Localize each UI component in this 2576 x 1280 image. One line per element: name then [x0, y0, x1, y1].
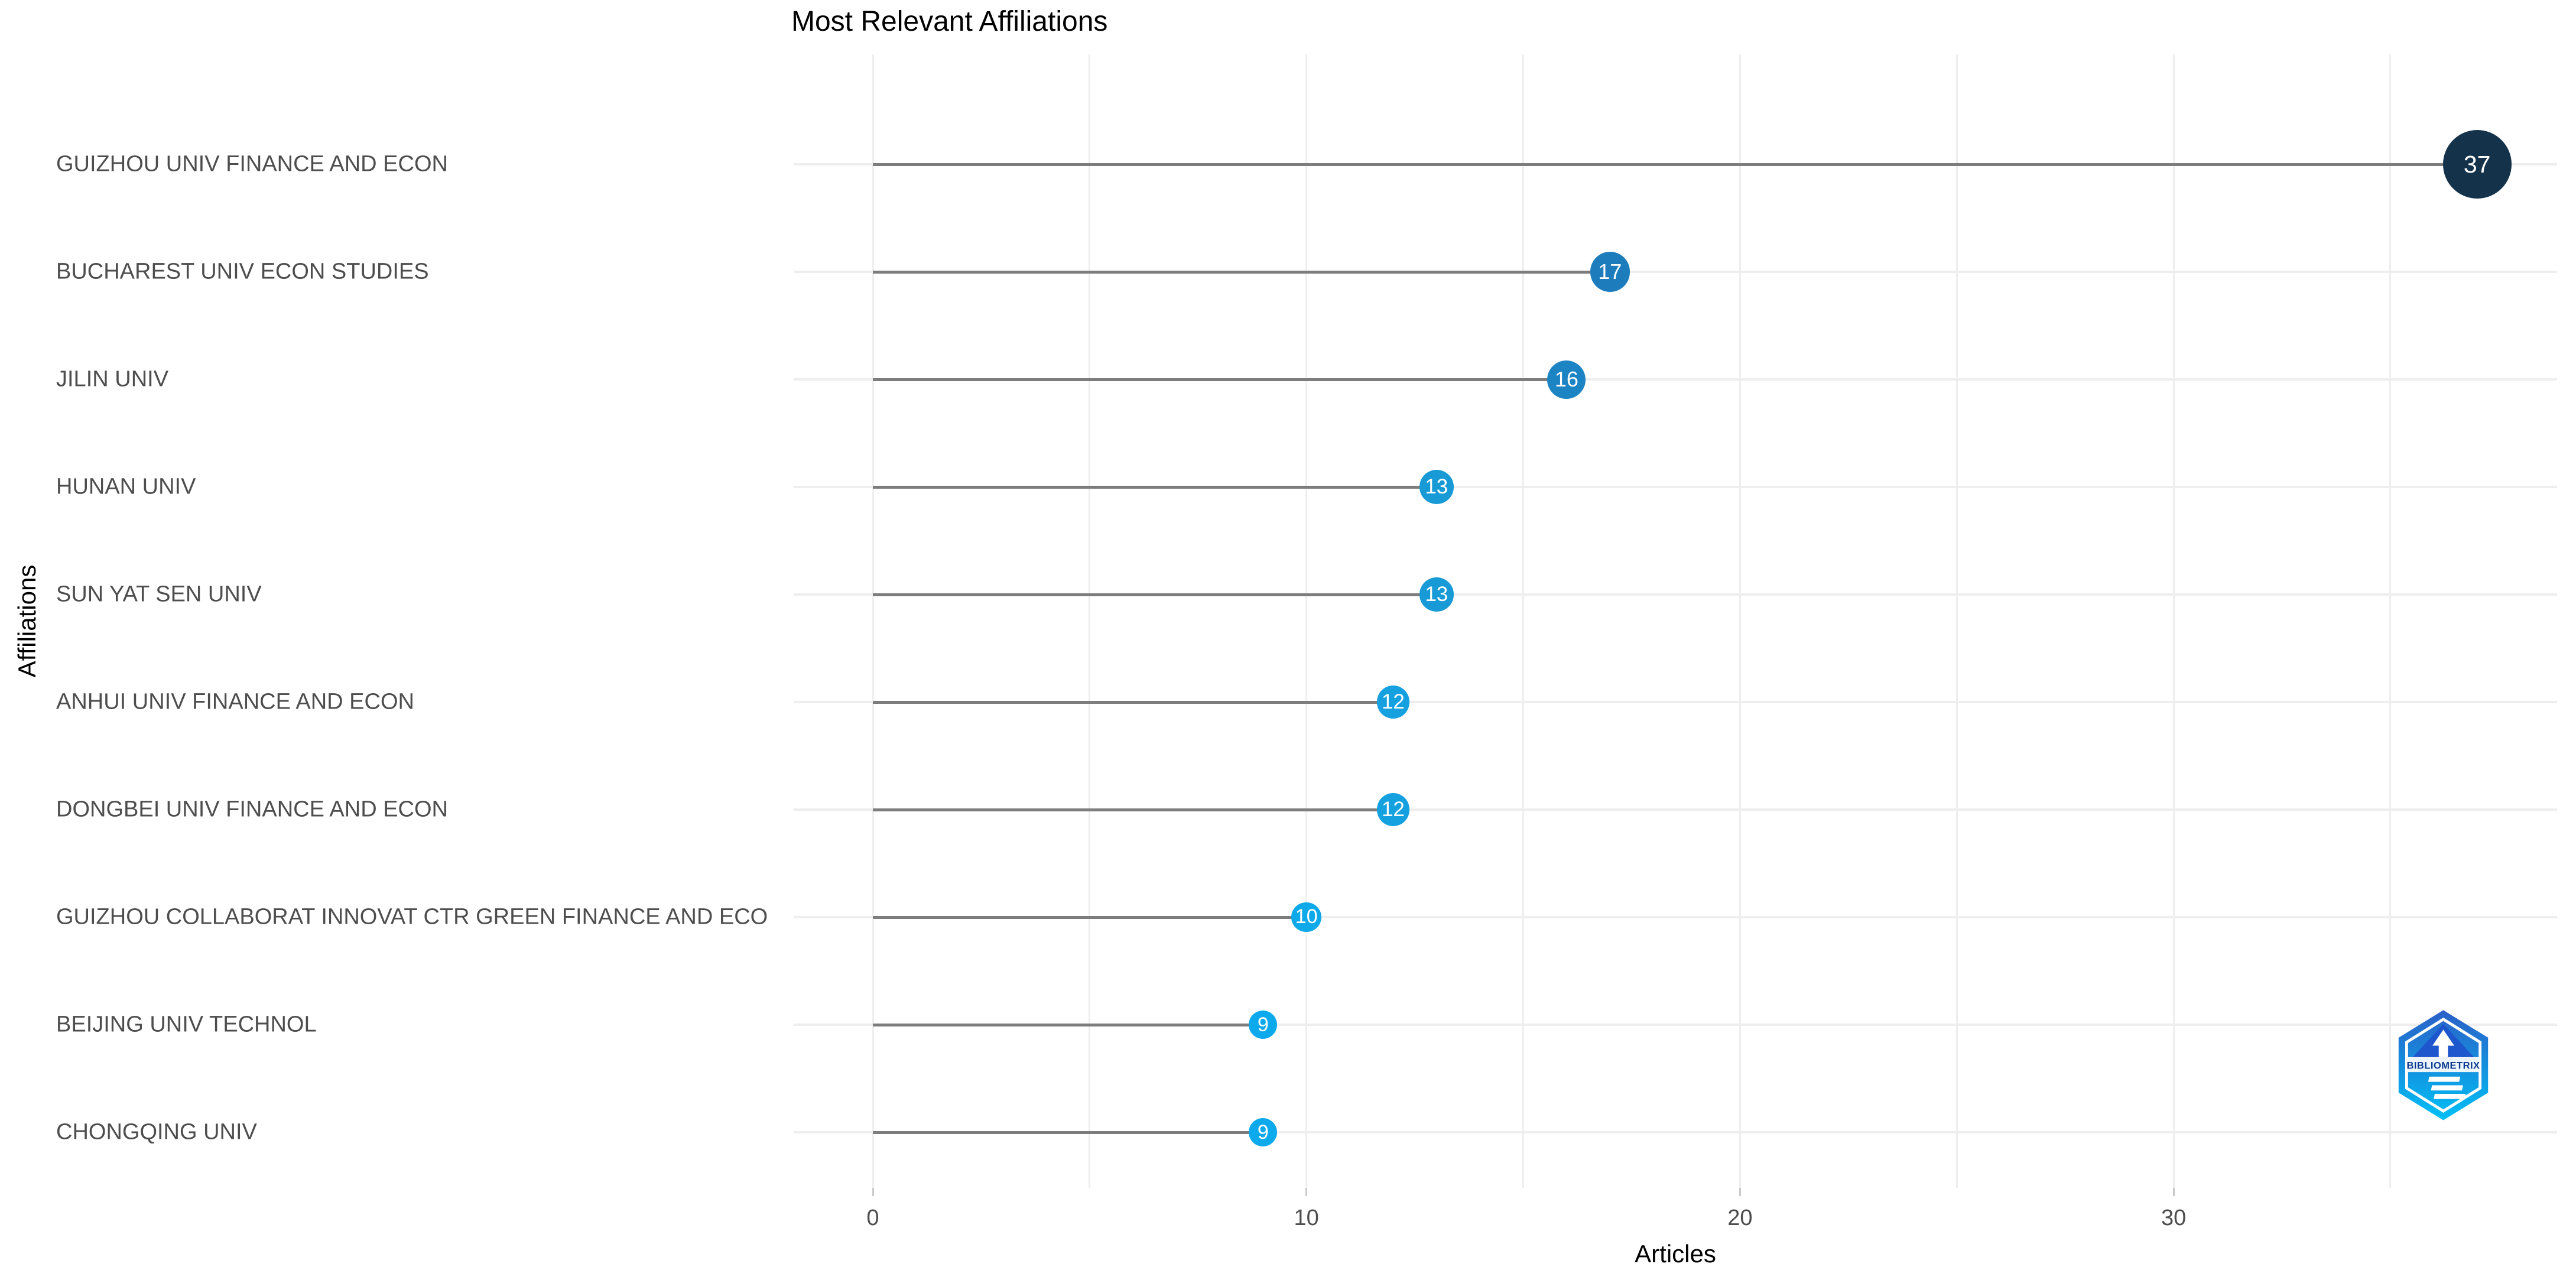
x-tick-mark	[1739, 1188, 1741, 1196]
x-tick-mark	[1305, 1188, 1308, 1196]
y-gridline	[794, 1024, 2557, 1026]
y-axis-label: GUIZHOU UNIV FINANCE AND ECON	[56, 151, 448, 177]
data-point-dot[interactable]: 9	[1249, 1011, 1278, 1039]
y-axis-label: HUNAN UNIV	[56, 474, 196, 499]
y-gridline	[794, 808, 2557, 811]
bibliometrix-logo: BIBLIOMETRIX	[2398, 1010, 2489, 1120]
x-tick-mark	[2172, 1188, 2175, 1196]
x-gridline	[2172, 54, 2175, 1188]
logo-stairs-icon	[2428, 1076, 2466, 1099]
lollipop-stem	[873, 485, 1437, 489]
x-tick-label: 0	[866, 1206, 879, 1230]
data-point-dot[interactable]: 12	[1376, 686, 1410, 719]
data-point-dot[interactable]: 12	[1376, 793, 1410, 826]
y-gridline	[794, 701, 2557, 703]
y-axis-label: CHONGQING UNIV	[56, 1119, 257, 1145]
x-gridline	[1955, 54, 1958, 1188]
y-axis-label: BEIJING UNIV TECHNOL	[56, 1012, 317, 1037]
x-gridline	[872, 54, 874, 1188]
data-point-dot[interactable]: 37	[2442, 130, 2512, 199]
lollipop-stem	[873, 1023, 1263, 1026]
data-point-dot[interactable]: 13	[1419, 470, 1454, 504]
x-tick-label: 10	[1294, 1206, 1319, 1230]
x-gridline	[1522, 54, 1525, 1188]
lollipop-stem	[873, 700, 1393, 704]
lollipop-stem	[873, 915, 1307, 919]
lollipop-stem	[873, 270, 1610, 274]
logo-inner-hexagon	[2405, 1017, 2482, 1113]
x-tick-label: 30	[2161, 1206, 2187, 1230]
data-point-dot[interactable]: 9	[1249, 1118, 1278, 1146]
data-point-dot[interactable]: 13	[1419, 577, 1454, 612]
lollipop-stem	[873, 378, 1567, 381]
y-gridline	[794, 916, 2557, 918]
lollipop-stem	[873, 808, 1393, 811]
logo-text-band	[2406, 1057, 2481, 1073]
x-tick-label: 20	[1727, 1206, 1753, 1230]
x-gridline	[2389, 54, 2392, 1188]
lollipop-stem	[873, 593, 1437, 596]
y-axis-label: ANHUI UNIV FINANCE AND ECON	[56, 689, 414, 714]
y-gridline	[794, 593, 2557, 596]
lollipop-stem	[873, 1130, 1263, 1134]
chart-title: Most Relevant Affiliations	[791, 6, 1108, 37]
y-axis-label: DONGBEI UNIV FINANCE AND ECON	[56, 797, 448, 822]
x-gridline	[1739, 54, 1741, 1188]
y-axis-label: SUN YAT SEN UNIV	[56, 581, 262, 607]
data-point-dot[interactable]: 16	[1547, 360, 1586, 399]
data-point-dot[interactable]: 17	[1590, 252, 1630, 292]
y-axis-title: Affiliations	[13, 564, 41, 678]
logo-up-arrow-icon	[2432, 1029, 2454, 1057]
y-gridline	[794, 271, 2557, 273]
y-axis-label: JILIN UNIV	[56, 366, 169, 392]
x-tick-mark	[872, 1188, 874, 1196]
y-axis-label: BUCHAREST UNIV ECON STUDIES	[56, 259, 429, 284]
x-axis-title: Articles	[1635, 1240, 1716, 1268]
x-gridline	[1305, 54, 1308, 1188]
bibliometrix-logo-text: BIBLIOMETRIX	[2406, 1060, 2480, 1071]
y-gridline	[794, 486, 2557, 488]
lollipop-stem	[873, 163, 2477, 166]
x-gridline	[1089, 54, 1091, 1188]
y-axis-label: GUIZHOU COLLABORAT INNOVAT CTR GREEN FIN…	[56, 904, 768, 930]
y-gridline	[794, 1131, 2557, 1133]
data-point-dot[interactable]: 10	[1291, 902, 1321, 933]
y-gridline	[794, 378, 2557, 381]
